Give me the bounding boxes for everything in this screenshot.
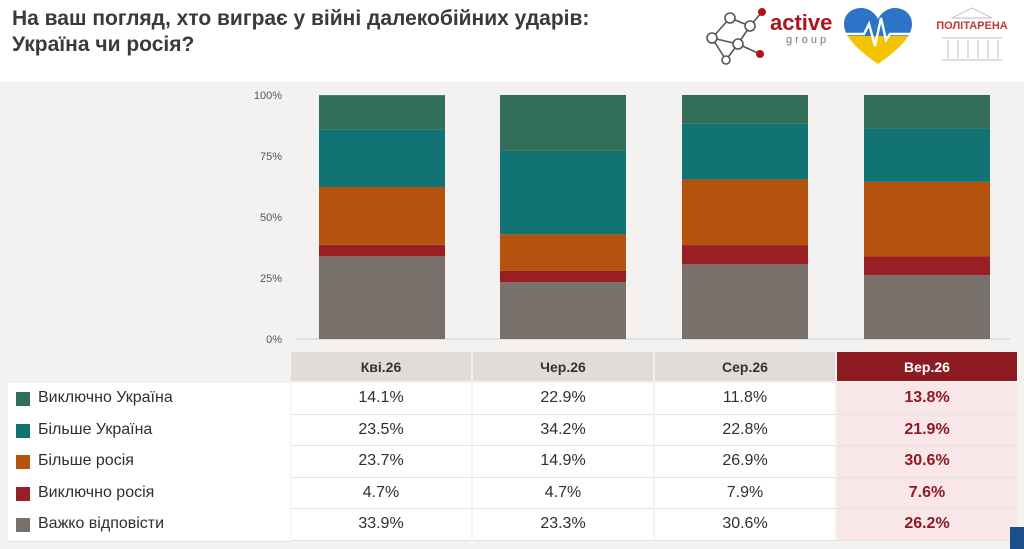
table-cell: 11.8% [655, 383, 835, 415]
y-tick-label: 100% [254, 90, 282, 102]
legend-cell: Виключно росія [8, 477, 290, 510]
legend-swatch [16, 423, 30, 438]
table-cell: 4.7% [473, 477, 653, 509]
corner-badge [1010, 527, 1024, 549]
bar-segment [682, 95, 808, 124]
bar-segment [864, 95, 990, 129]
legend-label: Більше Україна [38, 420, 153, 438]
page-title: На ваш погляд, хто виграє у війні далеко… [12, 6, 652, 58]
table-cell: 4.7% [291, 477, 471, 509]
stacked-bar-chart: 0% 25% 50% 75% 100% [230, 82, 1024, 352]
heart-flag-logo [838, 4, 918, 70]
table-row: Важко відповісти 33.9% 23.3% 30.6% 26.2% [8, 509, 1020, 542]
table-cell: 22.9% [473, 383, 653, 415]
politarena-logo: ПОЛІТАРЕНА [926, 4, 1018, 70]
table-cell: 26.9% [655, 446, 835, 478]
table-cell: 23.3% [473, 509, 653, 541]
column-header: Вер.26 [837, 352, 1017, 381]
table-cell: 33.9% [291, 509, 471, 541]
legend-cell: Більше росія [8, 446, 290, 479]
politarena-word: ПОЛІТАРЕНА [936, 20, 1008, 32]
legend-cell: Важко відповісти [8, 509, 290, 542]
active-logo-sub: group [786, 34, 830, 46]
data-table: Кві.26 Чер.26 Сер.26 Вер.26 Виключно Україна… [8, 352, 1020, 542]
table-cell: 30.6% [655, 509, 835, 541]
bar-segment [500, 234, 626, 271]
legend-swatch [16, 486, 30, 501]
legend-swatch [16, 518, 30, 532]
table-row: Більше Україна 23.5% 34.2% 22.8% 21.9% [8, 414, 1020, 447]
table-header-row: Кві.26 Чер.26 Сер.26 Вер.26 [8, 352, 1020, 383]
table-row: Виключно росія 4.7% 4.7% 7.9% 7.6% [8, 477, 1020, 510]
column-header: Кві.26 [291, 352, 471, 381]
bar-segment [500, 150, 626, 235]
title-line-2: Україна чи росія? [12, 33, 195, 56]
active-group-logo: active group [700, 4, 835, 70]
legend-label: Виключно росія [38, 483, 155, 501]
bar-segment [864, 256, 990, 276]
bar-segment [319, 244, 445, 257]
legend-swatch [16, 392, 30, 406]
column-header: Чер.26 [473, 352, 653, 381]
table-cell: 23.5% [291, 414, 471, 446]
bar-segment [500, 270, 626, 283]
bar-segment [682, 245, 808, 265]
table-cell: 21.9% [837, 414, 1017, 446]
bar-segment [319, 95, 445, 130]
legend-cell: Виключно Україна [8, 383, 290, 416]
active-logo-word: active [770, 10, 833, 35]
bar-segment [319, 129, 445, 187]
table-cell: 14.9% [473, 446, 653, 478]
table-cell: 23.7% [291, 446, 471, 478]
bar-segment [864, 181, 990, 257]
legend-label: Важко відповісти [38, 515, 165, 532]
legend-swatch [16, 455, 30, 469]
header: На ваш погляд, хто виграє у війні далеко… [0, 0, 1024, 82]
table-row: Більше росія 23.7% 14.9% 26.9% 30.6% [8, 446, 1020, 479]
column-header: Сер.26 [655, 352, 835, 381]
chart-svg: 0% 25% 50% 75% 100% [254, 90, 1010, 346]
table-row: Виключно Україна 14.1% 22.9% 11.8% 13.8% [8, 383, 1020, 416]
legend-cell: Більше Україна [8, 414, 290, 447]
bar-segment [682, 179, 808, 246]
network-icon [706, 8, 766, 65]
bar-segment [500, 282, 626, 339]
table-cell: 26.2% [837, 509, 1017, 541]
heart-icon [844, 8, 912, 64]
table-cell: 34.2% [473, 414, 653, 446]
table-cell: 22.8% [655, 414, 835, 446]
legend-label: Виключно Україна [38, 389, 173, 406]
table-cell: 7.9% [655, 477, 835, 509]
table-cell: 7.6% [837, 477, 1017, 509]
bar-segment [500, 95, 626, 151]
y-tick-label: 50% [260, 212, 282, 224]
y-tick-label: 25% [260, 273, 282, 285]
bar-segment [682, 264, 808, 339]
bar-segment [319, 256, 445, 339]
table-cell: 14.1% [291, 383, 471, 415]
title-line-1: На ваш погляд, хто виграє у війні далеко… [12, 7, 590, 30]
table-cell: 13.8% [837, 383, 1017, 415]
y-tick-label: 75% [260, 151, 282, 163]
bar-segment [319, 186, 445, 245]
bar-segment [682, 123, 808, 180]
parliament-icon [942, 7, 1002, 61]
table-cell: 30.6% [837, 446, 1017, 478]
legend-label: Більше росія [38, 452, 134, 469]
bar-segment [864, 275, 990, 339]
bar-segment [864, 128, 990, 182]
y-tick-label: 0% [266, 334, 282, 346]
